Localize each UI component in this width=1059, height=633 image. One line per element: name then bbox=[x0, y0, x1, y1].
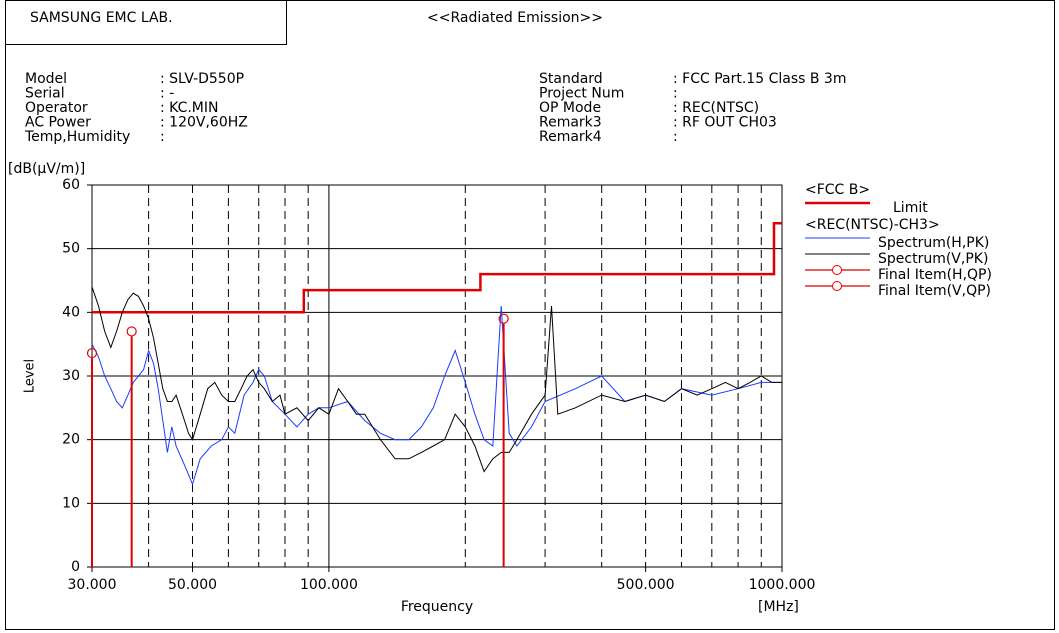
final-marker bbox=[126, 326, 137, 337]
field-label: Operator bbox=[25, 100, 88, 116]
field-value: : bbox=[673, 129, 678, 145]
x-unit: [MHz] bbox=[758, 599, 799, 615]
lab-name: SAMSUNG EMC LAB. bbox=[30, 10, 173, 26]
final-marker bbox=[498, 313, 509, 324]
x-tick-label: 500.000 bbox=[617, 577, 675, 593]
x-tick-label: 30.000 bbox=[68, 577, 117, 593]
x-label: Frequency bbox=[401, 599, 473, 615]
series-line bbox=[92, 305, 782, 486]
report-title: <<Radiated Emission>> bbox=[427, 10, 603, 26]
legend-group: <REC(NTSC)-CH3> bbox=[805, 217, 940, 233]
field-label: OP Mode bbox=[539, 100, 601, 116]
field-value: : FCC Part.15 Class B 3m bbox=[673, 71, 846, 87]
y-tick-label: 40 bbox=[62, 304, 80, 320]
legend-marker bbox=[832, 281, 842, 291]
legend-label: Spectrum(V,PK) bbox=[878, 251, 988, 267]
x-tick-label: 100.000 bbox=[300, 577, 358, 593]
legend-marker bbox=[832, 265, 842, 275]
fields: Model : SLV-D550P Serial : - Operator : KC.MI… bbox=[24, 71, 846, 145]
field-label: Serial bbox=[25, 86, 65, 102]
plot: 0 10 20 30 40 50 60 30.000 50.000 100.000 500.000 1… bbox=[62, 177, 992, 593]
final-marker bbox=[86, 347, 98, 359]
legend-group: <FCC B> bbox=[805, 182, 870, 198]
field-value: : bbox=[673, 86, 678, 102]
legend-label: Final Item(H,QP) bbox=[878, 267, 992, 283]
legend-label: Final Item(V,QP) bbox=[878, 283, 991, 299]
field-value: : KC.MIN bbox=[160, 100, 219, 116]
field-label: Temp,Humidity bbox=[24, 129, 130, 145]
field-value: : 120V,60HZ bbox=[160, 115, 248, 131]
frame bbox=[5, 0, 1055, 630]
field-value: : SLV-D550P bbox=[160, 71, 244, 87]
series-line bbox=[92, 221, 782, 314]
y-tick-label: 0 bbox=[71, 559, 80, 575]
legend-label: Limit bbox=[893, 200, 928, 216]
field-label: Standard bbox=[539, 71, 603, 87]
y-tick-label: 10 bbox=[62, 495, 80, 511]
field-value: : bbox=[160, 129, 165, 145]
y-label: Level bbox=[23, 359, 38, 393]
y-tick-label: 30 bbox=[62, 368, 80, 384]
lab-box bbox=[5, 0, 287, 45]
legend-label: Spectrum(H,PK) bbox=[878, 235, 989, 251]
field-label: AC Power bbox=[25, 115, 91, 131]
series-line bbox=[92, 286, 782, 473]
x-tick-label: 1000.000 bbox=[749, 577, 816, 593]
field-label: Model bbox=[25, 71, 67, 87]
field-label: Remark3 bbox=[539, 115, 602, 131]
field-value: : - bbox=[160, 86, 174, 102]
field-label: Project Num bbox=[539, 86, 624, 102]
y-tick-label: 60 bbox=[62, 177, 80, 193]
field-value: : RF OUT CH03 bbox=[673, 115, 777, 131]
y-unit: [dB(μV/m)] bbox=[8, 161, 85, 177]
y-tick-label: 20 bbox=[62, 432, 80, 448]
field-value: : REC(NTSC) bbox=[673, 100, 759, 116]
x-tick-label: 50.000 bbox=[168, 577, 217, 593]
y-tick-label: 50 bbox=[62, 241, 80, 257]
field-label: Remark4 bbox=[539, 129, 602, 145]
